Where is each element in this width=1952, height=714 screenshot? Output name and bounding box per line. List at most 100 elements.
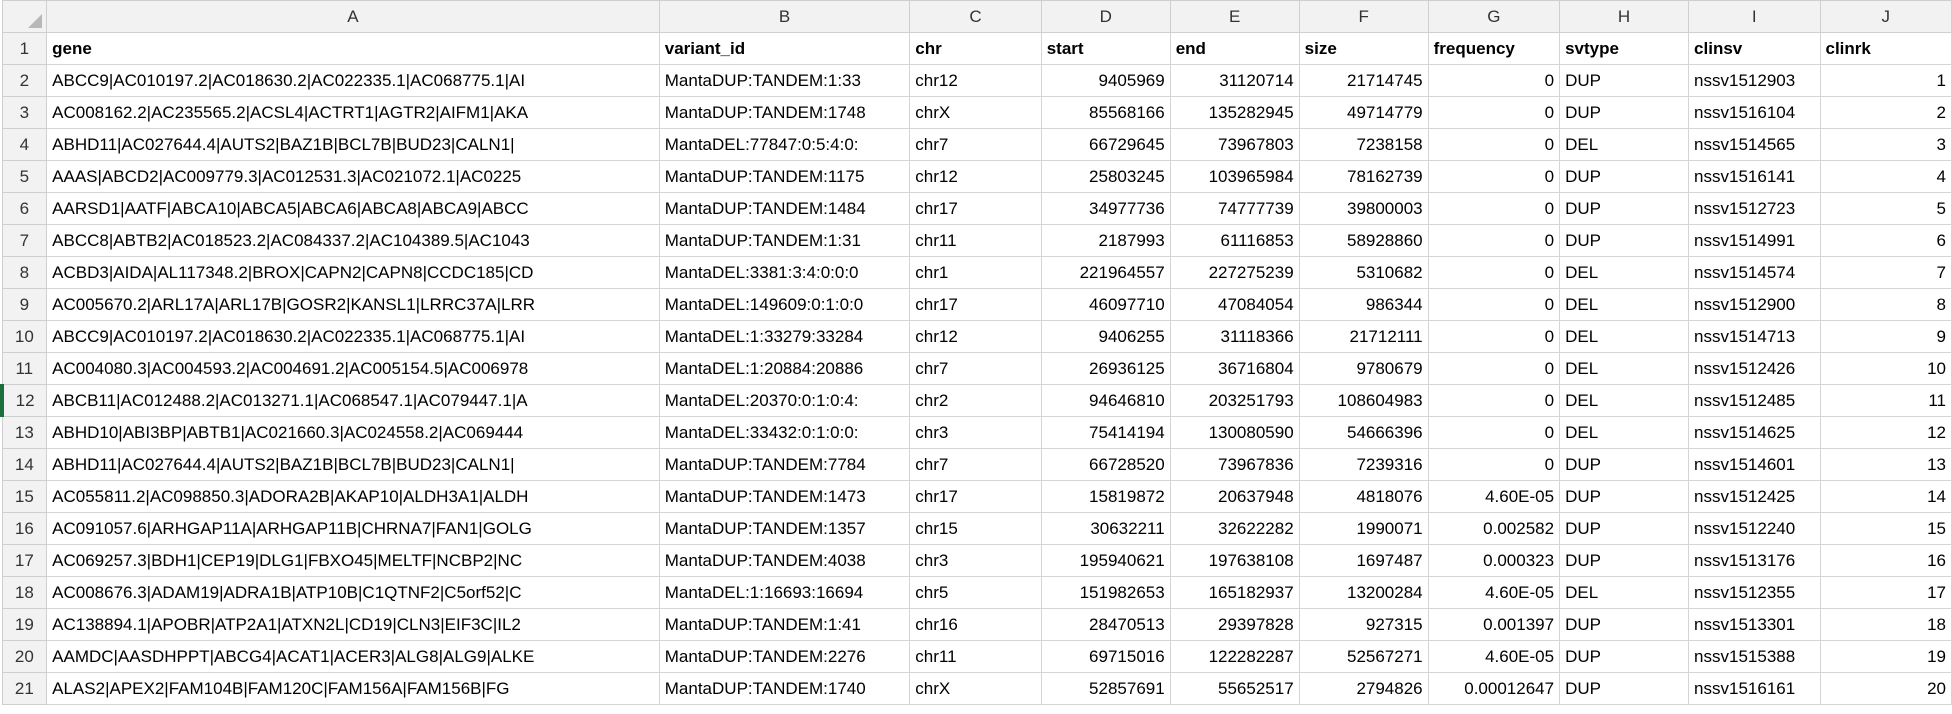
cell-end[interactable]: 227275239 <box>1169 256 1300 289</box>
cell-svtype[interactable]: DEL <box>1559 384 1690 417</box>
cell-start[interactable]: 28470513 <box>1040 608 1171 641</box>
cell-svtype[interactable]: DEL <box>1559 128 1690 161</box>
cell-variant-id[interactable]: MantaDEL:33432:0:1:0:0: <box>658 416 911 449</box>
cell-clinsv[interactable]: nssv1512903 <box>1688 64 1821 97</box>
cell-chr[interactable]: chr12 <box>909 64 1042 97</box>
cell-clinsv[interactable]: nssv1512900 <box>1688 288 1821 321</box>
cell-size[interactable]: 78162739 <box>1298 160 1429 193</box>
cell-variant-id[interactable]: MantaDUP:TANDEM:1175 <box>658 160 911 193</box>
cell-clinrk[interactable]: 8 <box>1819 288 1952 321</box>
cell-size[interactable]: 21712111 <box>1298 320 1429 353</box>
column-header-i[interactable]: I <box>1688 0 1821 33</box>
cell-clinsv[interactable]: nssv1514625 <box>1688 416 1821 449</box>
cell-svtype[interactable]: DEL <box>1559 352 1690 385</box>
cell-gene[interactable]: ABCC9|AC010197.2|AC018630.2|AC022335.1|A… <box>46 64 660 97</box>
cell-variant-id[interactable]: MantaDUP:TANDEM:2276 <box>658 640 911 673</box>
cell-clinsv[interactable]: nssv1512485 <box>1688 384 1821 417</box>
column-header-c[interactable]: C <box>909 0 1042 33</box>
cell-chr[interactable]: chr16 <box>909 608 1042 641</box>
row-header[interactable]: 17 <box>1 544 48 577</box>
cell-size[interactable]: 4818076 <box>1298 480 1429 513</box>
cell-start[interactable]: 34977736 <box>1040 192 1171 225</box>
cell-size[interactable]: 1697487 <box>1298 544 1429 577</box>
cell-chr[interactable]: chr17 <box>909 480 1042 513</box>
cell-gene[interactable]: AC091057.6|ARHGAP11A|ARHGAP11B|CHRNA7|FA… <box>46 512 660 545</box>
cell-svtype[interactable]: DUP <box>1559 160 1690 193</box>
cell-clinsv[interactable]: nssv1516161 <box>1688 672 1821 705</box>
cell-frequency[interactable]: 0 <box>1427 416 1561 449</box>
cell-start[interactable]: 2187993 <box>1040 224 1171 257</box>
cell-variant-id[interactable]: MantaDEL:1:16693:16694 <box>658 576 911 609</box>
cell-variant-id[interactable]: MantaDEL:1:20884:20886 <box>658 352 911 385</box>
cell-clinsv[interactable]: nssv1512425 <box>1688 480 1821 513</box>
header-cell-variant-id[interactable]: variant_id <box>658 32 911 65</box>
cell-end[interactable]: 122282287 <box>1169 640 1300 673</box>
cell-variant-id[interactable]: MantaDUP:TANDEM:1740 <box>658 672 911 705</box>
cell-end[interactable]: 31120714 <box>1169 64 1300 97</box>
cell-clinrk[interactable]: 12 <box>1819 416 1952 449</box>
cell-chr[interactable]: chr3 <box>909 416 1042 449</box>
cell-clinrk[interactable]: 6 <box>1819 224 1952 257</box>
cell-gene[interactable]: AC008676.3|ADAM19|ADRA1B|ATP10B|C1QTNF2|… <box>46 576 660 609</box>
cell-gene[interactable]: AC138894.1|APOBR|ATP2A1|ATXN2L|CD19|CLN3… <box>46 608 660 641</box>
cell-clinrk[interactable]: 7 <box>1819 256 1952 289</box>
column-header-a[interactable]: A <box>46 0 660 33</box>
cell-start[interactable]: 195940621 <box>1040 544 1171 577</box>
cell-end[interactable]: 73967836 <box>1169 448 1300 481</box>
column-header-f[interactable]: F <box>1298 0 1429 33</box>
cell-frequency[interactable]: 0.001397 <box>1427 608 1561 641</box>
cell-clinsv[interactable]: nssv1512426 <box>1688 352 1821 385</box>
cell-gene[interactable]: AC005670.2|ARL17A|ARL17B|GOSR2|KANSL1|LR… <box>46 288 660 321</box>
cell-clinsv[interactable]: nssv1514991 <box>1688 224 1821 257</box>
cell-gene[interactable]: AARSD1|AATF|ABCA10|ABCA5|ABCA6|ABCA8|ABC… <box>46 192 660 225</box>
cell-start[interactable]: 66728520 <box>1040 448 1171 481</box>
cell-clinsv[interactable]: nssv1514574 <box>1688 256 1821 289</box>
cell-start[interactable]: 9405969 <box>1040 64 1171 97</box>
row-header[interactable]: 9 <box>1 288 48 321</box>
cell-clinsv[interactable]: nssv1512355 <box>1688 576 1821 609</box>
row-header[interactable]: 11 <box>1 352 48 385</box>
row-header[interactable]: 15 <box>1 480 48 513</box>
header-cell-start[interactable]: start <box>1040 32 1171 65</box>
cell-start[interactable]: 9406255 <box>1040 320 1171 353</box>
cell-end[interactable]: 47084054 <box>1169 288 1300 321</box>
cell-start[interactable]: 221964557 <box>1040 256 1171 289</box>
cell-size[interactable]: 52567271 <box>1298 640 1429 673</box>
cell-start[interactable]: 46097710 <box>1040 288 1171 321</box>
select-all-corner[interactable] <box>1 0 48 33</box>
cell-gene[interactable]: AAAS|ABCD2|AC009779.3|AC012531.3|AC02107… <box>46 160 660 193</box>
cell-clinrk[interactable]: 3 <box>1819 128 1952 161</box>
cell-variant-id[interactable]: MantaDUP:TANDEM:1484 <box>658 192 911 225</box>
cell-start[interactable]: 66729645 <box>1040 128 1171 161</box>
cell-clinrk[interactable]: 4 <box>1819 160 1952 193</box>
cell-clinsv[interactable]: nssv1516141 <box>1688 160 1821 193</box>
cell-chr[interactable]: chr15 <box>909 512 1042 545</box>
cell-start[interactable]: 69715016 <box>1040 640 1171 673</box>
row-header[interactable]: 18 <box>1 576 48 609</box>
cell-end[interactable]: 31118366 <box>1169 320 1300 353</box>
column-header-g[interactable]: G <box>1427 0 1561 33</box>
cell-clinrk[interactable]: 20 <box>1819 672 1952 705</box>
cell-end[interactable]: 130080590 <box>1169 416 1300 449</box>
cell-svtype[interactable]: DUP <box>1559 448 1690 481</box>
cell-svtype[interactable]: DUP <box>1559 640 1690 673</box>
row-header[interactable]: 3 <box>1 96 48 129</box>
cell-chr[interactable]: chr11 <box>909 640 1042 673</box>
cell-size[interactable]: 7238158 <box>1298 128 1429 161</box>
cell-gene[interactable]: ABCC8|ABTB2|AC018523.2|AC084337.2|AC1043… <box>46 224 660 257</box>
column-header-b[interactable]: B <box>658 0 911 33</box>
row-header[interactable]: 19 <box>1 608 48 641</box>
cell-clinrk[interactable]: 18 <box>1819 608 1952 641</box>
cell-frequency[interactable]: 0 <box>1427 96 1561 129</box>
cell-frequency[interactable]: 0 <box>1427 160 1561 193</box>
cell-size[interactable]: 58928860 <box>1298 224 1429 257</box>
cell-svtype[interactable]: DUP <box>1559 192 1690 225</box>
cell-size[interactable]: 2794826 <box>1298 672 1429 705</box>
cell-chr[interactable]: chrX <box>909 96 1042 129</box>
row-header[interactable]: 4 <box>1 128 48 161</box>
cell-frequency[interactable]: 0 <box>1427 448 1561 481</box>
cell-gene[interactable]: ALAS2|APEX2|FAM104B|FAM120C|FAM156A|FAM1… <box>46 672 660 705</box>
cell-chr[interactable]: chr17 <box>909 288 1042 321</box>
cell-svtype[interactable]: DUP <box>1559 64 1690 97</box>
